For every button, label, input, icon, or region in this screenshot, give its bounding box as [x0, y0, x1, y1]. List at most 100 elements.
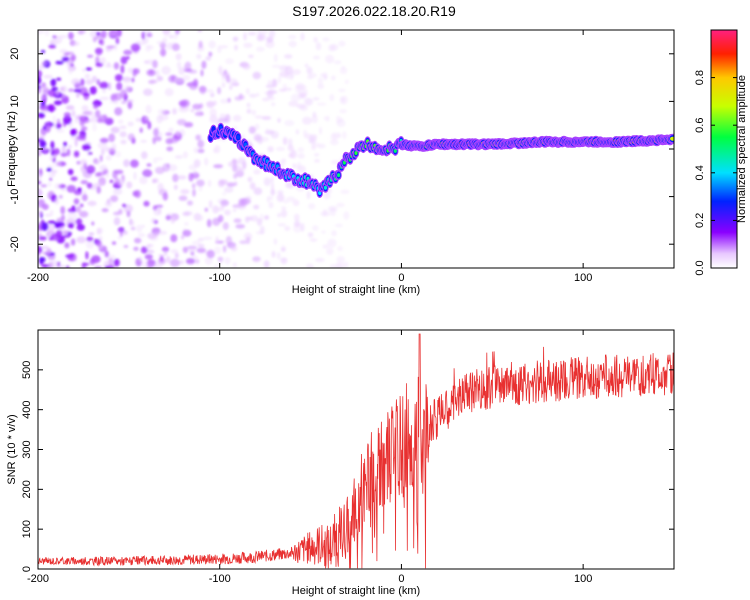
noise-blob [319, 126, 322, 135]
noise-blob [286, 196, 296, 202]
noise-blob [297, 153, 305, 159]
noise-speckle [38, 30, 350, 268]
noise-blob [123, 159, 130, 168]
noise-blob [63, 112, 71, 118]
noise-blob [190, 109, 195, 113]
noise-blob [308, 203, 316, 210]
noise-blob [225, 58, 234, 65]
noise-blob [295, 129, 299, 135]
noise-blob [50, 140, 55, 150]
noise-blob [264, 215, 270, 220]
noise-blob [191, 172, 200, 179]
noise-blob [155, 166, 165, 175]
noise-blob [65, 105, 75, 111]
noise-blob [127, 121, 134, 127]
noise-blob [251, 109, 257, 116]
noise-blob [43, 74, 53, 79]
noise-blob [292, 69, 302, 75]
noise-blob [99, 137, 109, 144]
x-tick-label: 100 [574, 272, 592, 284]
noise-blob [197, 148, 205, 154]
noise-blob [334, 223, 343, 228]
noise-blob [329, 94, 335, 102]
noise-blob [213, 263, 219, 268]
noise-blob [135, 117, 142, 122]
noise-blob [119, 131, 127, 138]
noise-blob [209, 114, 218, 124]
ridge-core [236, 135, 240, 140]
noise-blob [247, 176, 253, 183]
noise-blob [80, 203, 84, 208]
noise-blob [284, 72, 295, 80]
noise-blob [215, 236, 219, 245]
noise-blob [73, 88, 82, 93]
noise-blob [169, 34, 174, 39]
noise-blob [56, 217, 64, 223]
noise-blob [165, 132, 173, 137]
noise-blob [184, 222, 189, 226]
noise-blob [312, 55, 321, 60]
noise-blob [180, 235, 185, 240]
noise-blob [246, 108, 252, 114]
noise-blob [122, 76, 132, 82]
noise-blob [315, 42, 322, 51]
noise-blob [192, 103, 202, 110]
noise-blob [73, 254, 77, 262]
noise-blob [313, 153, 320, 157]
noise-blob [268, 30, 276, 38]
noise-blob [299, 92, 307, 99]
noise-blob [114, 107, 123, 116]
noise-blob [314, 258, 325, 262]
noise-blob [76, 236, 87, 244]
noise-blob [343, 211, 350, 220]
noise-blob [108, 133, 116, 143]
noise-blob [153, 178, 159, 183]
noise-blob [130, 159, 139, 168]
noise-blob [156, 40, 165, 45]
noise-blob [123, 245, 129, 248]
noise-blob [331, 230, 337, 237]
noise-blob [71, 56, 76, 61]
noise-blob [197, 139, 205, 149]
noise-blob [76, 206, 81, 213]
noise-blob [217, 86, 222, 95]
noise-blob [198, 40, 203, 49]
noise-blob [72, 41, 80, 46]
noise-blob [212, 205, 219, 214]
noise-blob [183, 64, 188, 71]
noise-blob [60, 152, 68, 157]
noise-blob [226, 182, 235, 187]
noise-blob [282, 83, 287, 90]
noise-blob [270, 176, 274, 184]
noise-blob [261, 116, 272, 120]
noise-blob [232, 36, 239, 42]
noise-blob [104, 147, 113, 152]
noise-blob [300, 32, 305, 41]
noise-blob [63, 230, 67, 235]
noise-blob [110, 126, 120, 134]
noise-blob [311, 115, 318, 124]
noise-blob [158, 230, 168, 235]
noise-blob [294, 222, 301, 227]
noise-blob [70, 176, 78, 182]
noise-blob [248, 31, 257, 36]
noise-blob [80, 180, 89, 185]
chart-title: S197.2026.022.18.20.R19 [292, 3, 456, 19]
noise-blob [174, 252, 179, 259]
noise-blob [207, 179, 212, 188]
noise-blob [38, 204, 42, 209]
noise-blob [336, 262, 346, 268]
noise-blob [254, 123, 260, 130]
noise-blob [164, 250, 168, 256]
noise-blob [75, 218, 83, 226]
noise-blob [239, 240, 248, 245]
noise-blob [201, 60, 207, 69]
noise-blob [77, 30, 84, 35]
y-tick-label: 0 [21, 566, 33, 572]
noise-blob [42, 125, 47, 130]
noise-blob [133, 171, 137, 180]
noise-blob [80, 126, 88, 131]
noise-blob [328, 44, 336, 52]
noise-blob [123, 84, 131, 92]
noise-blob [270, 88, 275, 93]
